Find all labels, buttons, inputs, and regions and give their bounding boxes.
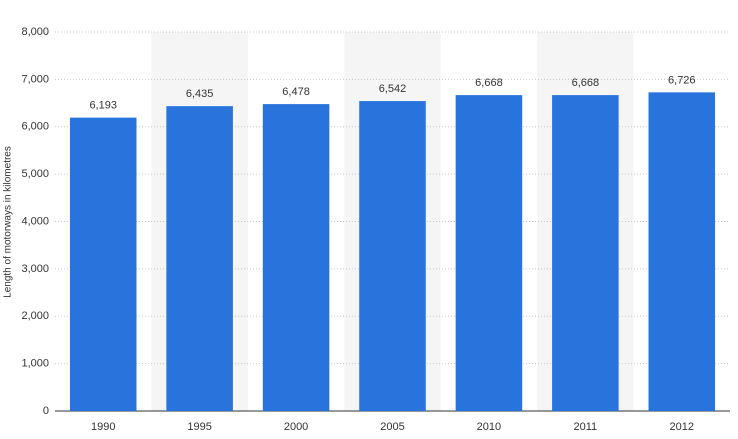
bar: [455, 95, 523, 411]
x-tick-label: 2012: [670, 421, 694, 433]
bar: [166, 106, 233, 411]
x-tick-label: 2010: [477, 421, 501, 433]
x-tick-label: 1995: [187, 421, 211, 433]
x-tick-label: 2000: [284, 421, 308, 433]
value-label: 6,668: [572, 77, 600, 89]
y-tick-label: 1,000: [21, 358, 49, 370]
y-tick-label: 0: [43, 405, 49, 417]
x-tick-label: 1990: [91, 421, 115, 433]
value-label: 6,542: [379, 83, 407, 95]
y-tick-label: 8,000: [21, 26, 49, 38]
y-tick-label: 2,000: [21, 310, 49, 322]
y-tick-label: 3,000: [21, 263, 49, 275]
y-tick-label: 4,000: [21, 215, 49, 227]
y-axis-label: Length of motorways in kilometres: [3, 146, 14, 298]
bar: [359, 101, 426, 411]
bar: [552, 95, 619, 411]
bar: [648, 92, 716, 412]
value-label: 6,668: [475, 77, 503, 89]
y-tick-label: 5,000: [21, 168, 49, 180]
bar: [262, 104, 330, 412]
value-label: 6,193: [89, 100, 117, 112]
value-label: 6,435: [186, 88, 214, 100]
bar: [69, 117, 137, 411]
y-tick-label: 6,000: [21, 121, 49, 133]
value-label: 6,478: [282, 86, 310, 98]
x-tick-label: 2011: [574, 421, 598, 433]
x-tick-label: 2005: [380, 421, 404, 433]
value-label: 6,726: [668, 74, 696, 86]
y-tick-label: 7,000: [21, 73, 49, 85]
